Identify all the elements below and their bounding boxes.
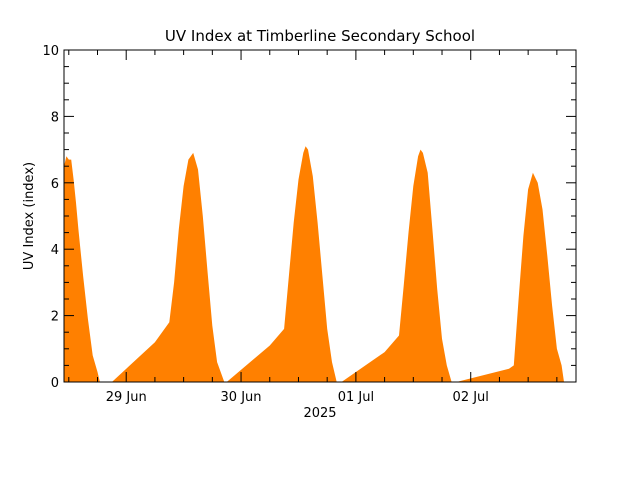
y-tick-label: 0 <box>51 376 59 391</box>
y-tick-label: 8 <box>51 110 59 125</box>
y-axis-label: UV Index (index) <box>22 162 37 270</box>
y-tick-label: 2 <box>51 310 59 325</box>
x-tick-label: 02 Jul <box>453 390 489 405</box>
chart-title: UV Index at Timberline Secondary School <box>165 27 475 45</box>
y-axis: 0 2 4 6 8 10 <box>42 44 576 391</box>
y-tick-label: 6 <box>51 177 59 192</box>
uv-area-series-0 <box>64 146 564 382</box>
uv-area-layer <box>64 146 564 382</box>
x-axis: 29 Jun 30 Jun 01 Jul 02 Jul <box>68 50 558 405</box>
x-axis-label: 2025 <box>303 406 336 421</box>
x-tick-label: 29 Jun <box>106 390 147 405</box>
x-tick-label: 01 Jul <box>338 390 374 405</box>
y-tick-label: 4 <box>51 243 59 258</box>
y-tick-label: 10 <box>42 44 59 59</box>
x-tick-label: 30 Jun <box>221 390 262 405</box>
